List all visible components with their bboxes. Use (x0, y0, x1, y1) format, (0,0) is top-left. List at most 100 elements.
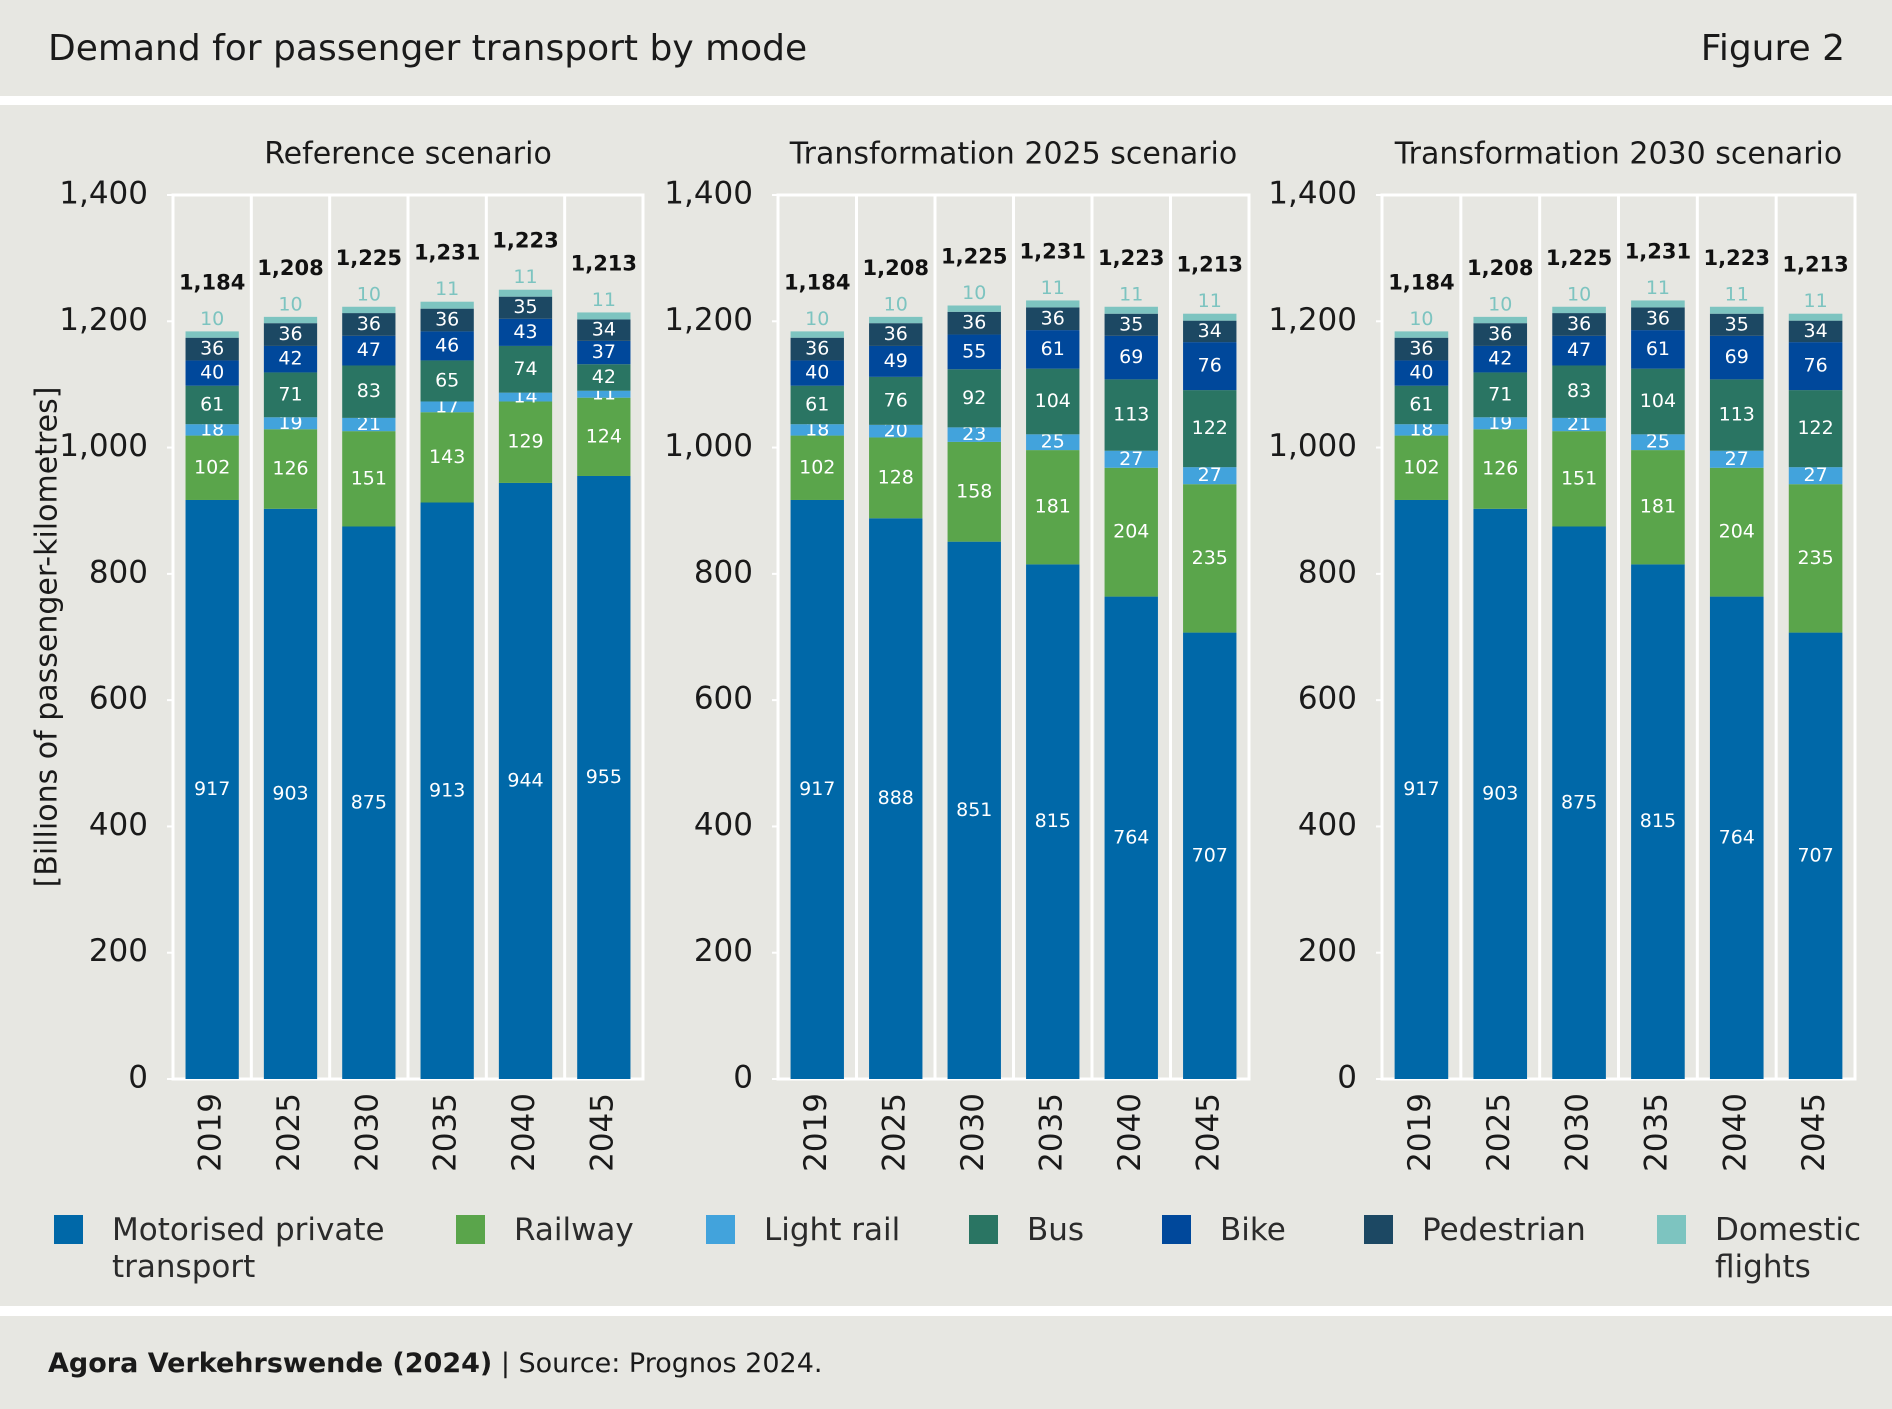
value-label: 11 (1198, 290, 1222, 312)
value-label: 11 (1119, 283, 1143, 305)
y-tick-label: 1,000 (664, 428, 753, 464)
bar-segment (342, 313, 396, 336)
bar-segment (1552, 417, 1606, 432)
bar-segment (1473, 508, 1528, 1079)
x-tick-label: 2025 (876, 1093, 912, 1172)
bar-segment (1026, 330, 1080, 369)
value-label: 764 (1113, 826, 1149, 848)
bar-segment (1631, 368, 1685, 435)
x-tick-label: 2035 (1033, 1093, 1069, 1172)
total-label: 1,223 (1098, 246, 1164, 270)
value-label: 707 (1192, 844, 1228, 866)
value-label: 76 (1803, 355, 1827, 377)
value-label: 128 (878, 466, 914, 488)
bar-segment (1709, 450, 1764, 468)
bar-segment (869, 345, 923, 377)
x-tick-label: 2019 (1402, 1093, 1438, 1172)
total-label: 1,184 (179, 270, 245, 294)
value-label: 151 (1561, 467, 1597, 489)
bar-segment (1394, 424, 1449, 436)
value-label: 10 (1488, 293, 1512, 315)
x-tick-label: 2019 (193, 1093, 229, 1172)
legend-swatch (706, 1215, 735, 1244)
value-label: 27 (1725, 448, 1749, 470)
y-tick-label: 1,400 (1268, 176, 1357, 212)
total-label: 1,225 (1546, 246, 1612, 270)
bar-segment (1552, 335, 1606, 366)
total-label: 1,184 (784, 270, 850, 294)
bar-segment (1552, 313, 1606, 336)
bar-segment (790, 337, 844, 361)
bar-segment (1788, 342, 1843, 391)
value-label: 10 (357, 283, 381, 305)
value-label: 917 (194, 778, 230, 800)
value-label: 36 (884, 323, 908, 345)
y-tick-label: 0 (733, 1060, 753, 1096)
value-label: 102 (194, 456, 230, 478)
value-label: 917 (1403, 778, 1439, 800)
bar-segment (1788, 467, 1843, 485)
legend-label: Pedestrian (1422, 1212, 1586, 1248)
value-label: 49 (884, 350, 908, 372)
bar-segment (1026, 450, 1080, 565)
total-label: 1,213 (571, 251, 637, 275)
value-label: 69 (1119, 346, 1143, 368)
bar-segment (1473, 417, 1528, 430)
bar-segment (185, 385, 239, 425)
value-label: 102 (799, 456, 835, 478)
bar-segment (947, 369, 1001, 428)
total-label: 1,225 (336, 246, 402, 270)
total-label: 1,208 (863, 256, 929, 280)
bar-segment (1394, 385, 1449, 425)
bar-segment (869, 316, 923, 324)
y-tick-label: 600 (89, 681, 148, 717)
bar-segment (790, 385, 844, 425)
value-label: 27 (1198, 464, 1222, 486)
value-label: 888 (878, 787, 914, 809)
value-label: 36 (357, 313, 381, 335)
y-tick-label: 1,200 (59, 302, 148, 338)
y-tick-label: 1,000 (59, 428, 148, 464)
bar-segment (498, 296, 553, 319)
value-label: 34 (592, 319, 616, 341)
value-label: 47 (357, 339, 381, 361)
value-label: 34 (1803, 320, 1827, 342)
x-tick-label: 2045 (1190, 1093, 1226, 1172)
value-label: 61 (805, 393, 829, 415)
value-label: 69 (1725, 346, 1749, 368)
bar-segment (342, 526, 396, 1079)
value-label: 11 (592, 289, 616, 311)
value-label: 235 (1797, 547, 1833, 569)
value-label: 181 (1035, 496, 1071, 518)
bar-segment (498, 318, 553, 346)
total-label: 1,223 (1704, 246, 1770, 270)
value-label: 815 (1640, 810, 1676, 832)
legend-swatch (1364, 1215, 1393, 1244)
legend-item: Bike (1162, 1212, 1370, 1249)
bar-segment (185, 435, 239, 500)
legend-item: Bus (969, 1212, 1177, 1249)
chart-title: Transformation 2025 scenario (789, 137, 1238, 172)
value-label: 124 (586, 425, 622, 447)
total-label: 1,231 (1625, 239, 1691, 263)
legend-label: Bike (1220, 1212, 1286, 1248)
bar-segment (1104, 306, 1158, 314)
y-tick-label: 800 (89, 554, 148, 590)
y-tick-label: 400 (89, 807, 148, 843)
bar-segment (790, 360, 844, 386)
x-tick-label: 2040 (506, 1093, 542, 1172)
bar-segment (1394, 360, 1449, 386)
bar-segment (498, 345, 553, 393)
y-tick-label: 1,400 (664, 176, 753, 212)
value-label: 235 (1192, 547, 1228, 569)
bar-segment (1473, 372, 1528, 418)
x-tick-label: 2030 (1560, 1093, 1596, 1172)
value-label: 102 (1403, 456, 1439, 478)
chart-title: Transformation 2030 scenario (1394, 137, 1843, 172)
bar-segment (1394, 499, 1449, 1080)
legend-item: Railway (456, 1212, 714, 1249)
bar-segment (1183, 313, 1237, 321)
y-tick-label: 400 (694, 807, 753, 843)
value-label: 875 (351, 791, 387, 813)
